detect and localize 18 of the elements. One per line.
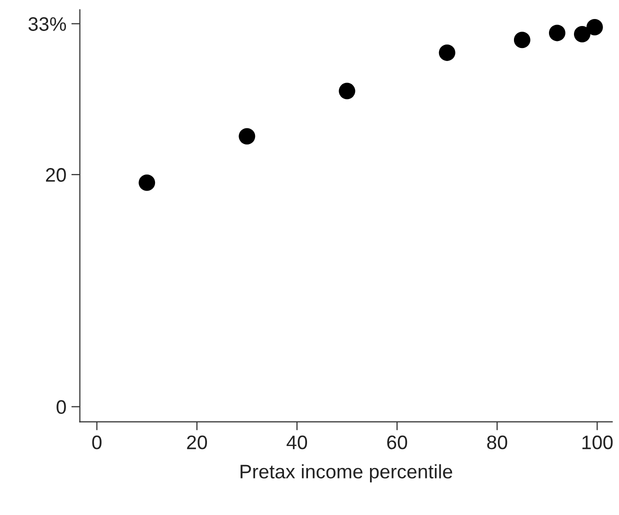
x-tick-label: 60 xyxy=(387,435,408,450)
x-tick-label: 40 xyxy=(286,435,308,450)
point xyxy=(548,24,566,42)
x-tick-label: 80 xyxy=(487,435,508,450)
x-axis-title: Pretax income percentile xyxy=(240,464,452,482)
point xyxy=(138,174,156,191)
x-tick-label: 100 xyxy=(582,435,613,450)
point xyxy=(586,18,603,36)
point xyxy=(438,44,456,61)
x-tick-label: 20 xyxy=(187,435,207,450)
y-tick-label: 20 xyxy=(46,168,66,182)
x-tick-label: 0 xyxy=(92,435,102,450)
point xyxy=(574,26,590,42)
y-tick-label: 33% xyxy=(28,17,66,31)
y-tick-label: 0 xyxy=(56,400,66,414)
point xyxy=(238,128,256,145)
point xyxy=(338,82,356,100)
point xyxy=(514,32,530,48)
